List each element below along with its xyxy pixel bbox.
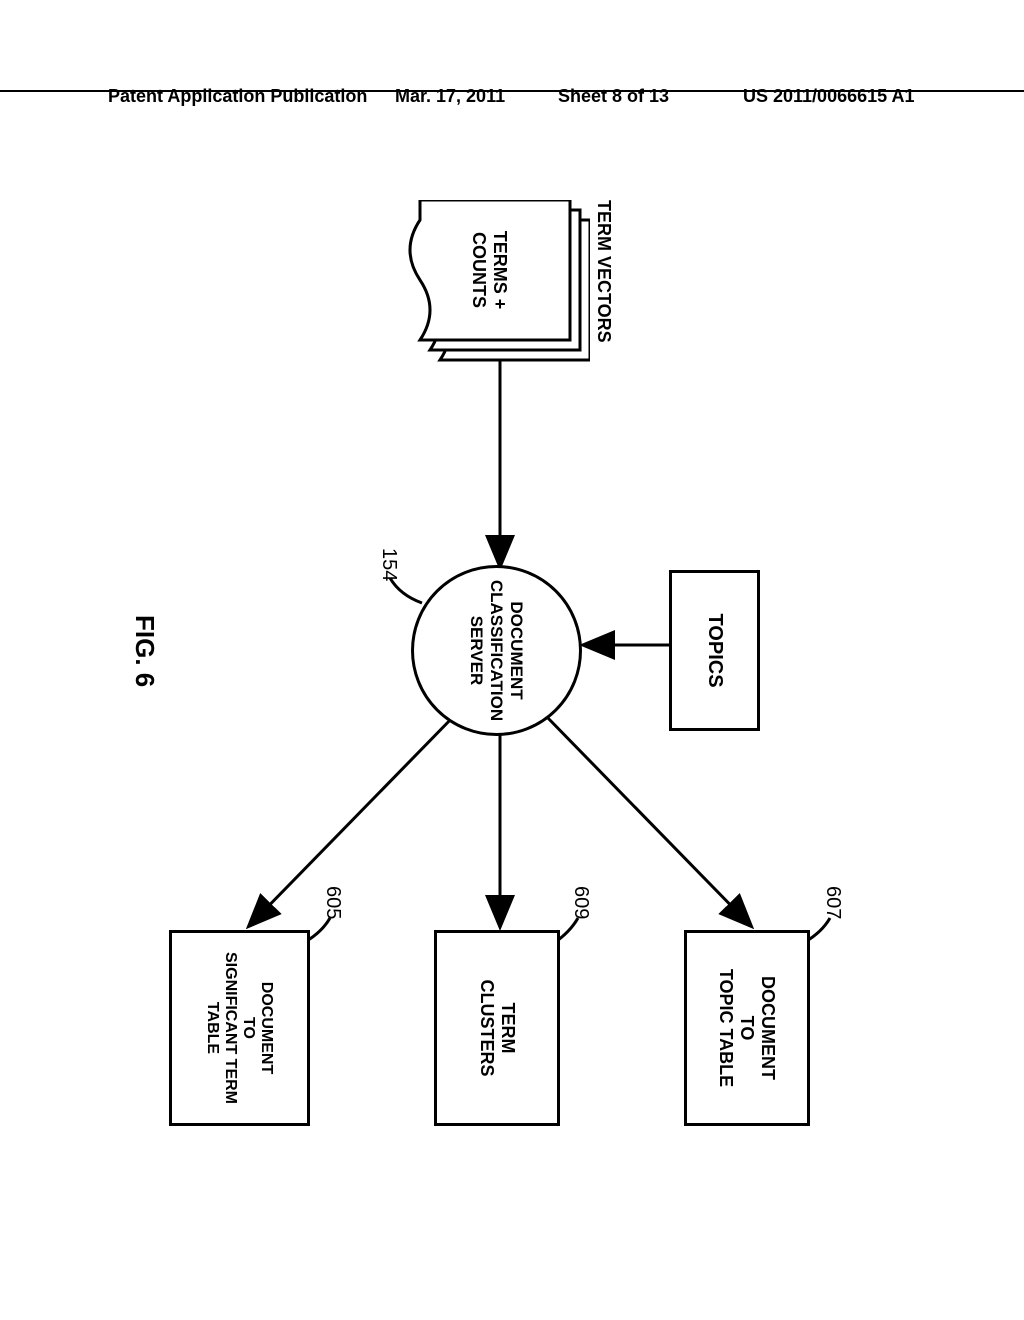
server-line2: CLASSIFICATION [487, 580, 507, 721]
figure-label: FIG. 6 [129, 615, 160, 687]
term-clusters-l1: TERM [497, 1003, 518, 1054]
sig-term-l3: SIGNIFICANT TERM [222, 952, 240, 1104]
ref-609: 609 [569, 886, 592, 919]
diagram-area: TERM VECTORS TERMS + COUNTS DOCUMENT CLA… [120, 170, 890, 1140]
sig-term-l2: TO [240, 1017, 258, 1039]
page-header: Patent Application Publication Mar. 17, … [0, 86, 1024, 92]
header-date: Mar. 17, 2011 [395, 86, 505, 107]
term-clusters-box: TERM CLUSTERS [434, 930, 560, 1126]
term-vectors-title: TERM VECTORS [593, 200, 614, 343]
ref-154: 154 [377, 548, 400, 581]
ref-607: 607 [821, 886, 844, 919]
sig-term-box: DOCUMENT TO SIGNIFICANT TERM TABLE [169, 930, 310, 1126]
server-line1: DOCUMENT [507, 601, 527, 699]
classification-server: DOCUMENT CLASSIFICATION SERVER [411, 565, 582, 736]
topics-box: TOPICS [669, 570, 760, 731]
doc-topic-l2: TO [737, 1016, 758, 1041]
server-line3: SERVER [467, 616, 487, 686]
doc-topic-l3: TOPIC TABLE [716, 969, 737, 1087]
topics-label: TOPICS [703, 613, 726, 687]
doc-topic-table: DOCUMENT TO TOPIC TABLE [684, 930, 810, 1126]
doc-topic-l1: DOCUMENT [758, 976, 779, 1080]
header-left: Patent Application Publication [108, 86, 367, 107]
sig-term-l1: DOCUMENT [258, 982, 276, 1074]
term-clusters-l2: CLUSTERS [476, 979, 497, 1076]
sig-term-l4: TABLE [204, 1002, 222, 1054]
header-sheet: Sheet 8 of 13 [558, 86, 669, 107]
ref-605: 605 [321, 886, 344, 919]
term-vectors-stack: TERM VECTORS TERMS + COUNTS [400, 200, 590, 360]
terms-counts-label: TERMS + COUNTS [468, 215, 510, 325]
diagram-rotated: TERM VECTORS TERMS + COUNTS DOCUMENT CLA… [120, 170, 890, 1140]
header-pub: US 2011/0066615 A1 [743, 86, 914, 107]
